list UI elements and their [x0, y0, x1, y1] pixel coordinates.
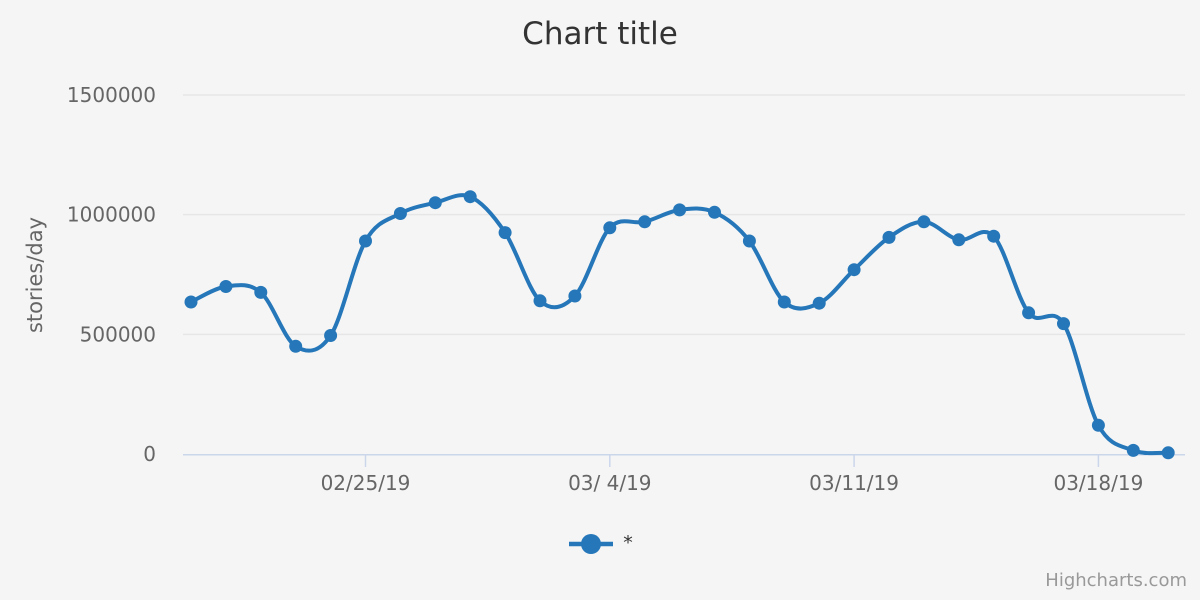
series-point[interactable]	[533, 294, 547, 308]
series-point[interactable]	[673, 203, 687, 217]
series-point[interactable]	[1126, 443, 1140, 457]
x-axis-label: 03/11/19	[809, 471, 899, 495]
series-point[interactable]	[428, 196, 442, 210]
series-point[interactable]	[1161, 446, 1175, 460]
series-point[interactable]	[393, 207, 407, 220]
series-point[interactable]	[847, 263, 861, 277]
x-axis-label: 03/18/19	[1053, 471, 1143, 495]
series-point[interactable]	[777, 295, 791, 309]
series-point[interactable]	[742, 234, 756, 248]
x-axis-label: 02/25/19	[321, 471, 411, 495]
y-axis-label: 1000000	[67, 203, 156, 227]
series-point[interactable]	[1091, 418, 1105, 432]
legend-series-marker-icon	[569, 534, 614, 554]
series-point[interactable]	[568, 289, 582, 303]
series-point[interactable]	[708, 205, 721, 219]
series-point[interactable]	[952, 233, 966, 247]
series-point[interactable]	[289, 339, 303, 353]
y-axis-label: 1500000	[67, 83, 156, 107]
series-point[interactable]	[359, 234, 372, 248]
series-point[interactable]	[987, 229, 1001, 243]
y-axis-label: 0	[143, 442, 156, 466]
series-point[interactable]	[917, 215, 931, 229]
series-point[interactable]	[1022, 306, 1036, 320]
series-point[interactable]	[254, 285, 268, 299]
chart-title: Chart title	[522, 16, 678, 52]
series-point[interactable]	[219, 280, 233, 293]
series-point[interactable]	[498, 226, 512, 240]
series-point[interactable]	[463, 190, 477, 204]
highcharts-credits-link[interactable]: Highcharts.com	[1045, 570, 1187, 591]
series-point[interactable]	[812, 296, 826, 310]
legend-item[interactable]: *	[0, 531, 1200, 557]
series-point[interactable]	[638, 215, 652, 229]
series-point[interactable]	[603, 221, 617, 235]
series-point[interactable]	[184, 295, 198, 309]
series-point[interactable]	[324, 329, 338, 342]
series-point[interactable]	[1057, 317, 1070, 331]
x-axis-label: 03/ 4/19	[568, 471, 651, 495]
y-axis-label: 500000	[80, 322, 156, 346]
series-point[interactable]	[882, 230, 896, 244]
legend-marker-icon	[581, 534, 602, 554]
series-line	[189, 193, 1171, 456]
legend-series-label: *	[623, 532, 633, 554]
